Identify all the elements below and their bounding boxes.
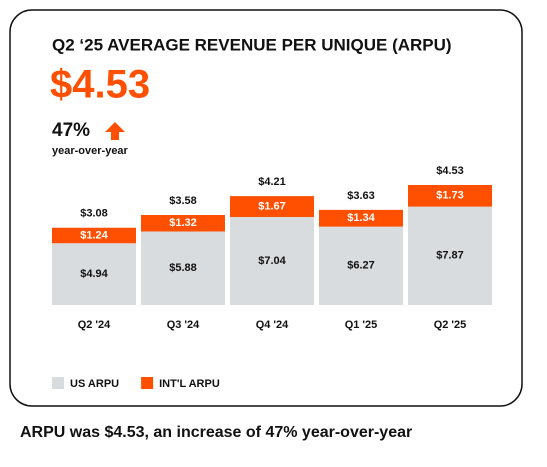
segment-label: $1.34 xyxy=(347,212,375,224)
change: 47% xyxy=(52,120,90,141)
bar-segment xyxy=(319,209,403,227)
bar-segment xyxy=(141,215,225,232)
total-label: $4.21 xyxy=(258,176,286,188)
segment-label: $1.73 xyxy=(436,190,464,202)
total-label: $3.58 xyxy=(169,195,197,207)
legend-swatch xyxy=(52,377,64,389)
bar-segment xyxy=(408,185,492,207)
bar-segment xyxy=(141,231,225,305)
segment-label: $1.24 xyxy=(80,229,108,241)
legend-label: INT'L ARPU xyxy=(159,378,220,390)
bar-segment xyxy=(52,227,136,244)
headline: $4.53 xyxy=(50,63,150,107)
segment-label: $1.67 xyxy=(258,200,286,212)
legend-swatch xyxy=(141,377,154,389)
total-label: $3.63 xyxy=(347,190,375,202)
up-arrow xyxy=(105,122,125,140)
change-label: year-over-year xyxy=(52,145,129,157)
x-tick-label: Q1 '25 xyxy=(345,319,378,331)
x-tick-label: Q2 '25 xyxy=(434,319,467,331)
title: Q2 ‘25 AVERAGE REVENUE PER UNIQUE (ARPU) xyxy=(52,35,452,54)
segment-label: $6.27 xyxy=(347,260,375,272)
x-tick-label: Q4 '24 xyxy=(256,319,289,331)
caption: ARPU was $4.53, an increase of 47% year-… xyxy=(20,424,412,441)
legend-label: US ARPU xyxy=(70,378,119,390)
bar-segment xyxy=(230,217,314,305)
segment-label: $5.88 xyxy=(169,262,197,274)
segment-label: $7.04 xyxy=(258,255,286,267)
bar-segment xyxy=(52,243,136,305)
segment-label: $4.94 xyxy=(80,268,108,280)
total-label: $4.53 xyxy=(436,165,464,177)
x-tick-label: Q2 '24 xyxy=(78,319,111,331)
bar-segment xyxy=(408,206,492,305)
total-label: $3.08 xyxy=(80,208,108,220)
segment-label: $1.32 xyxy=(169,217,197,229)
x-tick-label: Q3 '24 xyxy=(167,319,200,331)
bar-segment xyxy=(230,196,314,217)
segment-label: $7.87 xyxy=(436,250,464,262)
bar-segment xyxy=(319,226,403,305)
